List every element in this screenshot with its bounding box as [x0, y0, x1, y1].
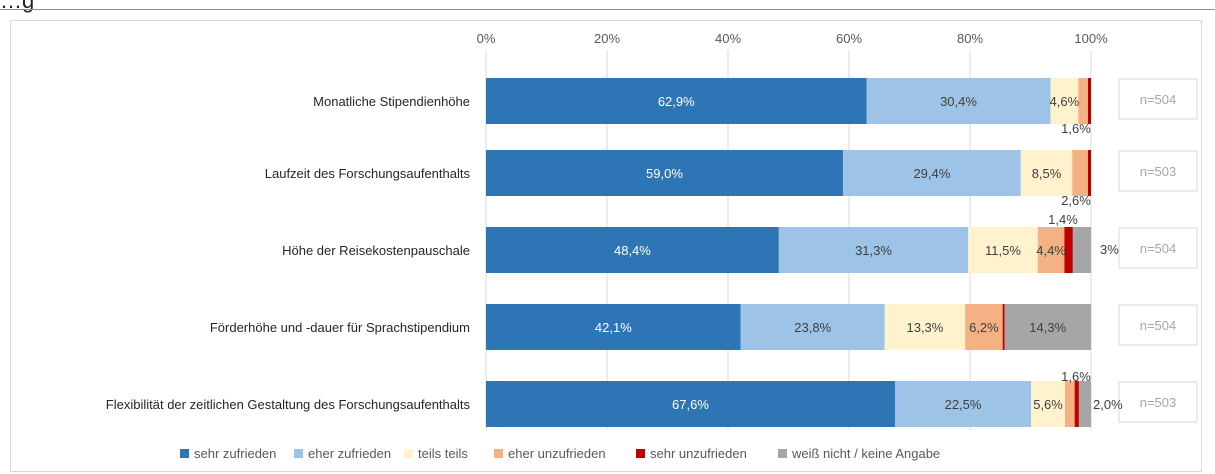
data-label: 59,0%	[646, 166, 683, 181]
bar-segment	[740, 304, 885, 350]
bar-segment	[1037, 227, 1065, 273]
bar-segment	[894, 381, 1032, 427]
bar-segment	[1050, 78, 1079, 124]
x-tick-label: 60%	[836, 31, 862, 46]
bar-segment	[486, 304, 741, 350]
data-label: 22,5%	[945, 397, 982, 412]
n-label: n=503	[1140, 395, 1177, 410]
bar-segment	[1072, 227, 1091, 273]
bar-segment	[1031, 381, 1065, 427]
bar-segment	[1078, 381, 1091, 427]
n-label-box	[1118, 304, 1198, 346]
bar-segment	[1004, 304, 1091, 350]
bar-segment	[486, 78, 867, 124]
bar-segment	[866, 78, 1051, 124]
category-label: Höhe der Reisekostenpauschale	[282, 243, 470, 258]
data-label: 8,5%	[1032, 166, 1062, 181]
legend-label: sehr zufrieden	[194, 446, 276, 461]
data-label: 2,0%	[1093, 397, 1123, 412]
data-label: 30,4%	[940, 94, 977, 109]
legend-label: weiß nicht / keine Angabe	[791, 446, 940, 461]
category-label: Flexibilität der zeitlichen Gestaltung d…	[106, 397, 471, 412]
legend-swatch	[294, 449, 303, 458]
data-label: 6,2%	[969, 320, 999, 335]
x-tick-label: 100%	[1074, 31, 1108, 46]
data-label: 4,6%	[1050, 94, 1080, 109]
bar-segment	[1064, 227, 1073, 273]
n-label-box	[1118, 150, 1198, 192]
data-label: 62,9%	[658, 94, 695, 109]
bar-segment	[1020, 150, 1073, 196]
data-label: 1,4%	[1048, 212, 1078, 227]
legend-swatch	[778, 449, 787, 458]
data-label: 11,5%	[985, 243, 1021, 258]
x-tick-label: 20%	[594, 31, 620, 46]
data-label: 29,4%	[913, 166, 950, 181]
bar-segment	[884, 304, 966, 350]
legend-label: eher unzufrieden	[508, 446, 606, 461]
legend-swatch	[180, 449, 189, 458]
data-label: 4,4%	[1036, 243, 1066, 258]
bar-segment	[486, 381, 895, 427]
bar-segment	[778, 227, 969, 273]
data-label: 31,3%	[855, 243, 892, 258]
bar-segment	[842, 150, 1021, 196]
bar-segment	[1072, 150, 1088, 196]
x-tick-label: 40%	[715, 31, 741, 46]
n-label-box	[1118, 227, 1198, 269]
bar-segment	[1002, 304, 1005, 350]
legend-swatch	[404, 449, 413, 458]
data-label: 48,4%	[614, 243, 651, 258]
n-label: n=504	[1140, 318, 1177, 333]
data-label: 14,3%	[1029, 320, 1066, 335]
x-tick-label: 80%	[957, 31, 983, 46]
n-label: n=504	[1140, 241, 1177, 256]
data-label: 1,6%	[1061, 121, 1091, 136]
bar-segment	[486, 227, 779, 273]
bar-segment	[965, 304, 1003, 350]
bar-segment	[968, 227, 1038, 273]
bar-segment	[1074, 381, 1079, 427]
data-label: 5,6%	[1033, 397, 1063, 412]
data-label: 13,3%	[906, 320, 943, 335]
x-tick-label: 0%	[477, 31, 496, 46]
data-label: 2,6%	[1061, 193, 1091, 208]
legend-label: teils teils	[418, 446, 468, 461]
n-label-box	[1118, 78, 1198, 120]
category-label: Förderhöhe und -dauer für Sprachstipendi…	[210, 320, 470, 335]
category-label: Laufzeit des Forschungsaufenthalts	[265, 166, 471, 181]
chart-frame	[10, 20, 1202, 472]
data-label: 67,6%	[672, 397, 709, 412]
n-label: n=503	[1140, 164, 1177, 179]
legend-label: sehr unzufrieden	[650, 446, 747, 461]
bar-segment	[1078, 78, 1088, 124]
top-rule	[0, 9, 1215, 10]
n-label-box	[1118, 381, 1198, 423]
category-label: Monatliche Stipendienhöhe	[313, 94, 470, 109]
legend-swatch	[494, 449, 503, 458]
bar-segment	[1064, 381, 1075, 427]
bar-segment	[1087, 78, 1091, 124]
legend-label: eher zufrieden	[308, 446, 391, 461]
bar-segment	[486, 150, 843, 196]
data-label: 42,1%	[595, 320, 632, 335]
n-label: n=504	[1140, 92, 1177, 107]
legend-swatch	[636, 449, 645, 458]
data-label: 1,6%	[1061, 369, 1091, 384]
bar-segment	[1087, 150, 1091, 196]
data-label: 23,8%	[794, 320, 831, 335]
data-label: 3%	[1100, 242, 1119, 257]
